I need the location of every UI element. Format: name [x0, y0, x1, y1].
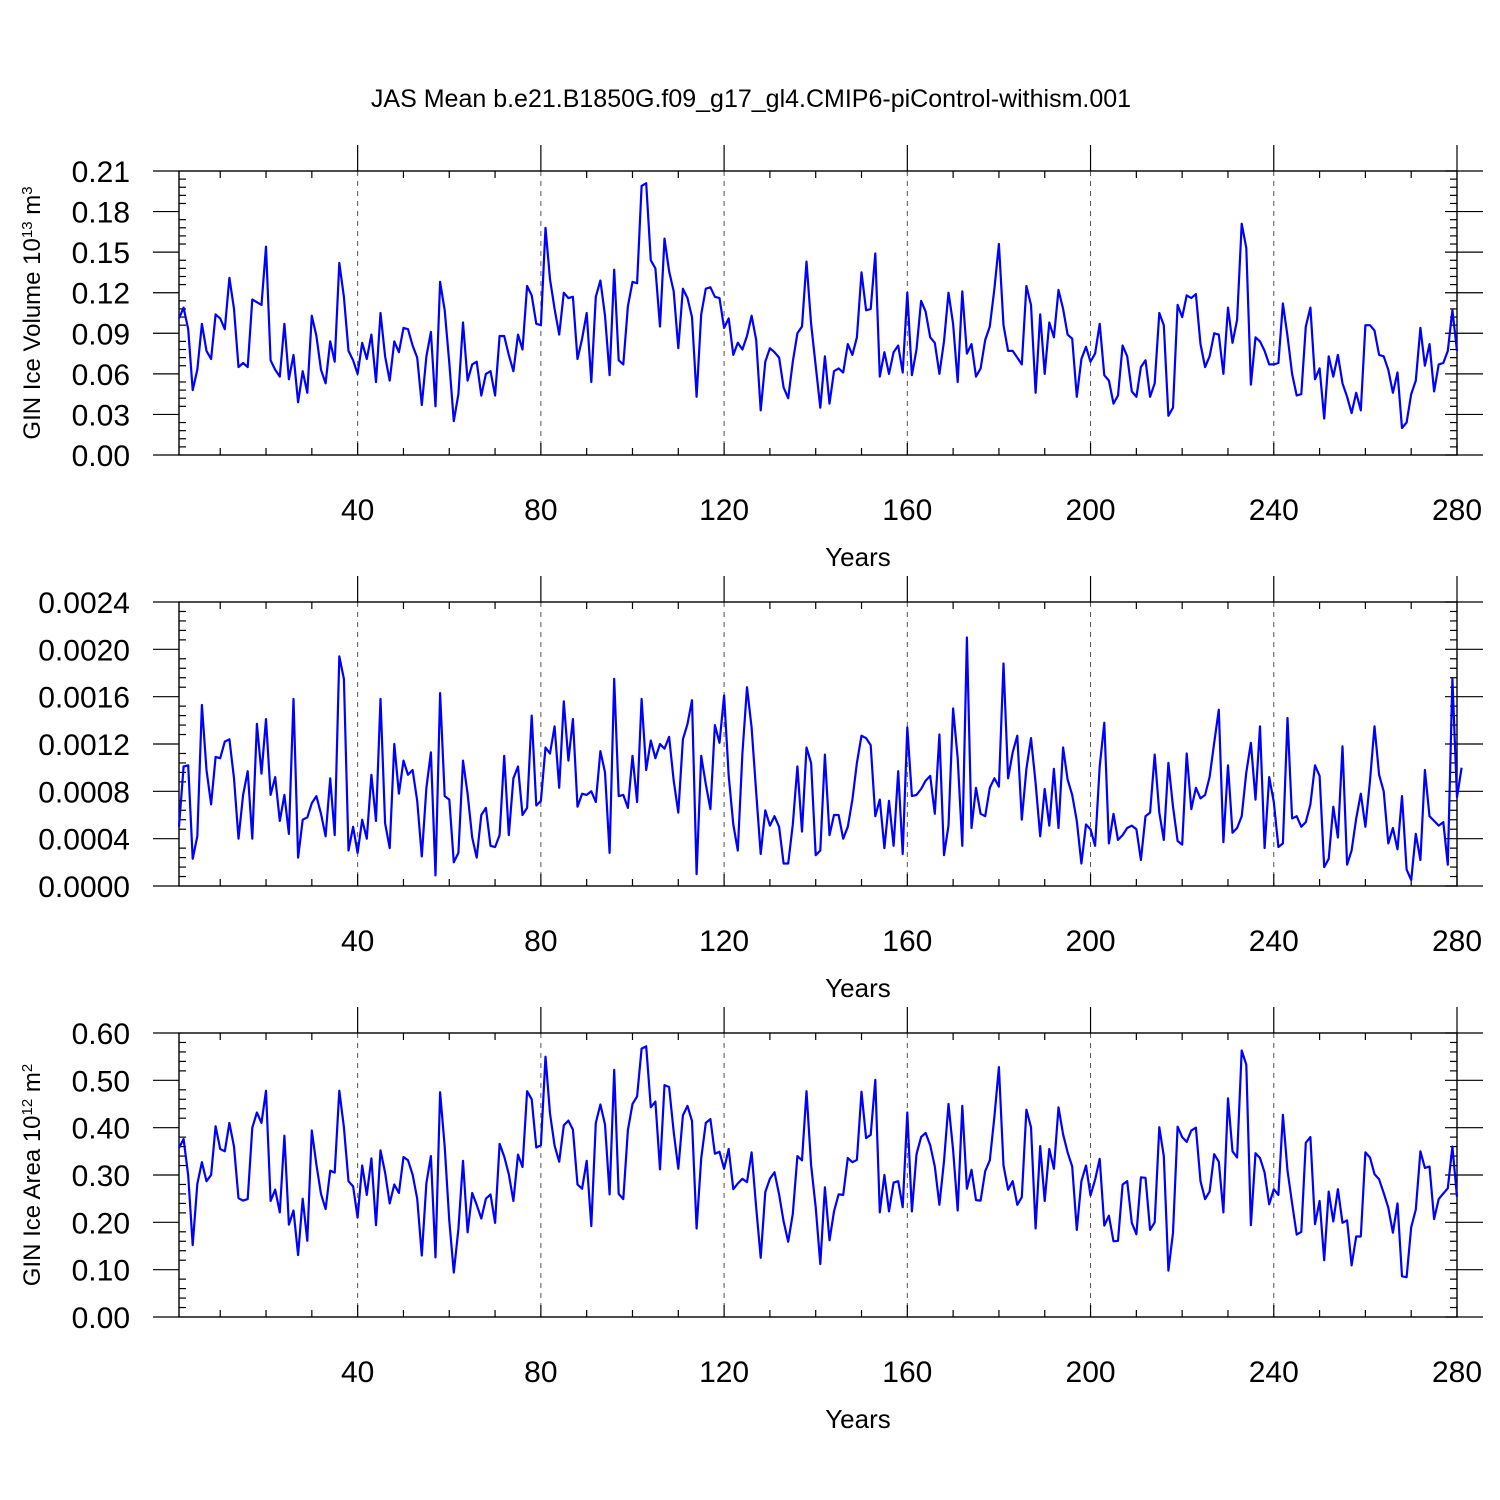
y-tick-label: 0.0012 — [38, 729, 130, 762]
y-tick-label: 0.09 — [72, 318, 130, 351]
y-tick-label: 0.10 — [72, 1255, 130, 1288]
x-tick-label: 280 — [1432, 1356, 1482, 1389]
y-tick-label: 0.0020 — [38, 634, 130, 667]
x-tick-label: 80 — [524, 1356, 557, 1389]
x-tick-label: 200 — [1066, 494, 1116, 527]
y-label-unit: m — [19, 195, 46, 222]
plot-frame — [178, 170, 1458, 456]
y-tick-label: 0.0004 — [38, 824, 130, 857]
y-tick-label: 0.30 — [72, 1160, 130, 1193]
y-axis-label: GIN Ice Area 1012 m2 — [19, 1064, 47, 1286]
y-tick-label: 0.00 — [72, 1302, 130, 1335]
y-tick-label: 0.18 — [72, 197, 130, 230]
x-axis-label: Years — [825, 973, 891, 1003]
x-tick-label: 40 — [341, 925, 374, 958]
x-tick-label: 160 — [882, 494, 932, 527]
y-tick-label: 0.50 — [72, 1065, 130, 1098]
y-label-unit: m — [19, 1072, 46, 1099]
y-tick-label: 0.0008 — [38, 776, 130, 809]
x-tick-label: 80 — [524, 925, 557, 958]
x-tick-label: 160 — [882, 925, 932, 958]
y-axis-label: GIN Ice Volume 1013 m3 — [19, 186, 47, 439]
x-axis-label: Years — [825, 1404, 891, 1434]
x-tick-label: 120 — [699, 925, 749, 958]
y-tick-label: 0.20 — [72, 1207, 130, 1240]
panel-snow-volume: 40 80 120 160 200 240 280 0.0000 0.0004 0.0008 0.0… — [38, 576, 1483, 1003]
y-tick-label: 0.0000 — [38, 871, 130, 904]
x-tick-label: 240 — [1249, 1356, 1299, 1389]
x-tick-label: 120 — [699, 494, 749, 527]
panel-ice-volume: 40 80 120 160 200 240 280 0.00 0.03 0.06 0.09 0.12 0… — [19, 145, 1483, 572]
x-tick-label: 240 — [1249, 925, 1299, 958]
y-label-main: GIN Ice Volume 10 — [19, 238, 46, 439]
y-label-unit-exponent: 3 — [19, 186, 36, 194]
x-tick-label: 120 — [699, 1356, 749, 1389]
x-tick-label: 280 — [1432, 494, 1482, 527]
y-tick-label: 0.03 — [72, 399, 130, 432]
series-line — [177, 182, 1459, 430]
axes-layer: 40 80 120 160 200 240 280 0.00 0.10 0.20 0.30 0.40 0… — [72, 1007, 1483, 1389]
x-tick-label: 280 — [1432, 925, 1482, 958]
y-label-exponent: 13 — [19, 221, 36, 238]
y-tick-label: 0.00 — [72, 440, 130, 473]
series-line — [177, 636, 1463, 882]
axes-layer: 40 80 120 160 200 240 280 0.00 0.03 0.06 0.09 0.12 0… — [72, 145, 1483, 527]
panel-ice-area: 40 80 120 160 200 240 280 0.00 0.10 0.20 0.30 0.40 0… — [19, 1007, 1483, 1434]
y-tick-label: 0.06 — [72, 359, 130, 392]
grid-layer — [357, 1033, 1275, 1317]
x-tick-label: 240 — [1249, 494, 1299, 527]
x-tick-label: 200 — [1066, 1356, 1116, 1389]
y-label-main: GIN Ice Area 10 — [19, 1115, 46, 1286]
y-tick-label: 0.12 — [72, 278, 130, 311]
x-tick-label: 160 — [882, 1356, 932, 1389]
x-tick-label: 40 — [341, 494, 374, 527]
x-tick-label: 40 — [341, 1356, 374, 1389]
y-label-unit-exponent: 2 — [19, 1064, 36, 1072]
y-tick-label: 0.40 — [72, 1113, 130, 1146]
y-tick-label: 0.0024 — [38, 587, 130, 620]
y-label-exponent: 12 — [19, 1099, 36, 1116]
y-tick-label: 0.21 — [72, 156, 130, 189]
y-tick-label: 0.0016 — [38, 682, 130, 715]
series-line — [178, 1045, 1459, 1279]
y-tick-label: 0.15 — [72, 237, 130, 270]
y-tick-label: 0.60 — [72, 1018, 130, 1051]
chart-title: JAS Mean b.e21.B1850G.f09_g17_gl4.CMIP6-… — [371, 85, 1131, 113]
x-tick-label: 80 — [524, 494, 557, 527]
grid-layer — [357, 171, 1275, 455]
axes-layer: 40 80 120 160 200 240 280 0.0000 0.0004 0.0008 0.0… — [38, 576, 1483, 958]
x-axis-label: Years — [825, 542, 891, 572]
x-tick-label: 200 — [1066, 925, 1116, 958]
